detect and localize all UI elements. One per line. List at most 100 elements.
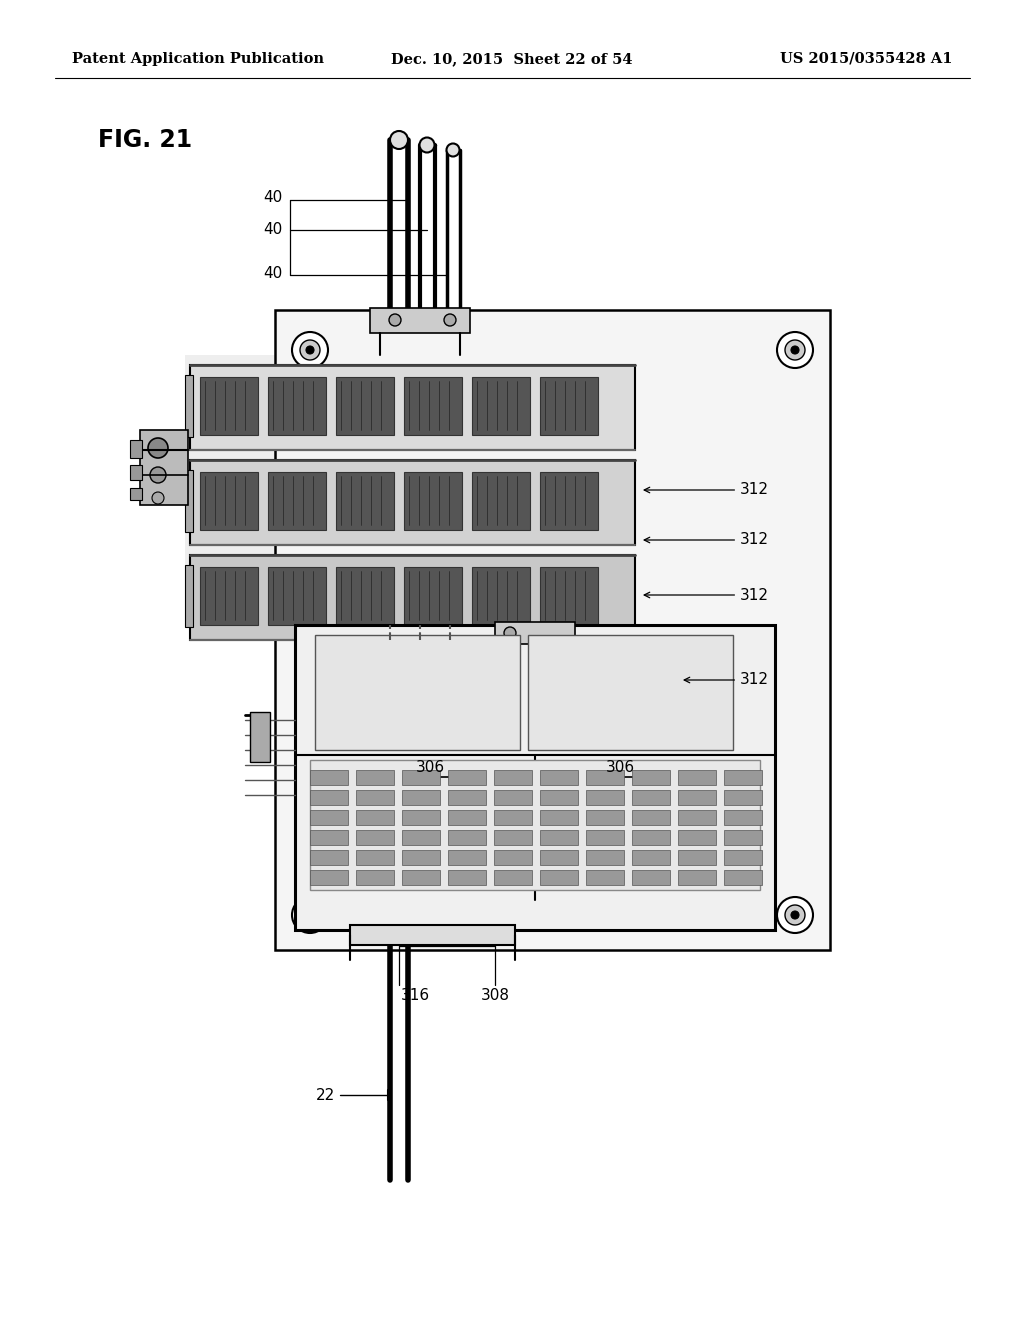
- Bar: [402, 770, 440, 785]
- Circle shape: [152, 492, 164, 504]
- Bar: [494, 770, 532, 785]
- Bar: [678, 870, 716, 884]
- Bar: [268, 568, 326, 624]
- Bar: [540, 568, 598, 624]
- Bar: [310, 870, 348, 884]
- Circle shape: [389, 314, 401, 326]
- Text: 312: 312: [644, 532, 769, 548]
- Bar: [310, 789, 348, 805]
- Text: Patent Application Publication: Patent Application Publication: [72, 51, 324, 66]
- Bar: [494, 870, 532, 884]
- Bar: [200, 568, 258, 624]
- Bar: [356, 830, 394, 845]
- Bar: [250, 711, 270, 762]
- Bar: [268, 378, 326, 436]
- Bar: [678, 830, 716, 845]
- Bar: [336, 378, 394, 436]
- Bar: [494, 810, 532, 825]
- Bar: [404, 378, 462, 436]
- Circle shape: [446, 144, 460, 157]
- Bar: [678, 789, 716, 805]
- Text: 22: 22: [315, 1088, 335, 1102]
- Bar: [632, 789, 670, 805]
- Circle shape: [306, 911, 314, 919]
- Text: 40: 40: [263, 223, 282, 238]
- Bar: [370, 308, 470, 333]
- Bar: [200, 473, 258, 531]
- Circle shape: [777, 898, 813, 933]
- Text: 306: 306: [605, 760, 635, 775]
- Bar: [540, 850, 578, 865]
- Circle shape: [390, 131, 408, 149]
- Text: 40: 40: [263, 190, 282, 206]
- Bar: [310, 770, 348, 785]
- Bar: [200, 378, 258, 436]
- Bar: [540, 810, 578, 825]
- Bar: [356, 850, 394, 865]
- Bar: [185, 355, 640, 610]
- Text: Dec. 10, 2015  Sheet 22 of 54: Dec. 10, 2015 Sheet 22 of 54: [391, 51, 633, 66]
- Bar: [315, 635, 520, 750]
- Bar: [724, 810, 762, 825]
- Bar: [130, 465, 142, 480]
- Bar: [540, 789, 578, 805]
- Bar: [540, 473, 598, 531]
- Bar: [540, 770, 578, 785]
- Bar: [586, 830, 624, 845]
- Bar: [494, 830, 532, 845]
- Bar: [449, 850, 486, 865]
- Bar: [268, 473, 326, 531]
- Bar: [310, 850, 348, 865]
- Bar: [130, 440, 142, 458]
- Bar: [472, 378, 530, 436]
- Bar: [402, 870, 440, 884]
- Bar: [632, 770, 670, 785]
- Circle shape: [785, 341, 805, 360]
- Bar: [356, 870, 394, 884]
- Circle shape: [785, 906, 805, 925]
- Text: FIG. 21: FIG. 21: [98, 128, 193, 152]
- Circle shape: [292, 898, 328, 933]
- Bar: [190, 459, 635, 545]
- Bar: [275, 310, 830, 950]
- Text: US 2015/0355428 A1: US 2015/0355428 A1: [779, 51, 952, 66]
- Bar: [185, 375, 193, 437]
- Bar: [140, 430, 188, 506]
- Bar: [586, 810, 624, 825]
- Bar: [472, 568, 530, 624]
- Bar: [310, 830, 348, 845]
- Bar: [310, 760, 760, 890]
- Bar: [190, 554, 635, 640]
- Bar: [586, 770, 624, 785]
- Bar: [528, 635, 733, 750]
- Bar: [295, 624, 775, 931]
- Circle shape: [791, 911, 799, 919]
- Bar: [678, 770, 716, 785]
- Bar: [724, 850, 762, 865]
- Circle shape: [444, 314, 456, 326]
- Bar: [130, 488, 142, 500]
- Bar: [404, 473, 462, 531]
- Bar: [449, 870, 486, 884]
- Bar: [190, 366, 635, 450]
- Bar: [350, 925, 515, 945]
- Text: 316: 316: [400, 987, 429, 1003]
- Bar: [678, 810, 716, 825]
- Bar: [356, 770, 394, 785]
- Text: 308: 308: [480, 987, 510, 1003]
- Bar: [402, 830, 440, 845]
- Bar: [449, 789, 486, 805]
- Circle shape: [777, 333, 813, 368]
- Circle shape: [292, 333, 328, 368]
- Text: 306: 306: [416, 760, 444, 775]
- Bar: [632, 870, 670, 884]
- Bar: [540, 378, 598, 436]
- Bar: [402, 789, 440, 805]
- Circle shape: [300, 906, 319, 925]
- Bar: [540, 830, 578, 845]
- Bar: [586, 789, 624, 805]
- Circle shape: [306, 346, 314, 354]
- Bar: [678, 850, 716, 865]
- Bar: [632, 810, 670, 825]
- Bar: [449, 770, 486, 785]
